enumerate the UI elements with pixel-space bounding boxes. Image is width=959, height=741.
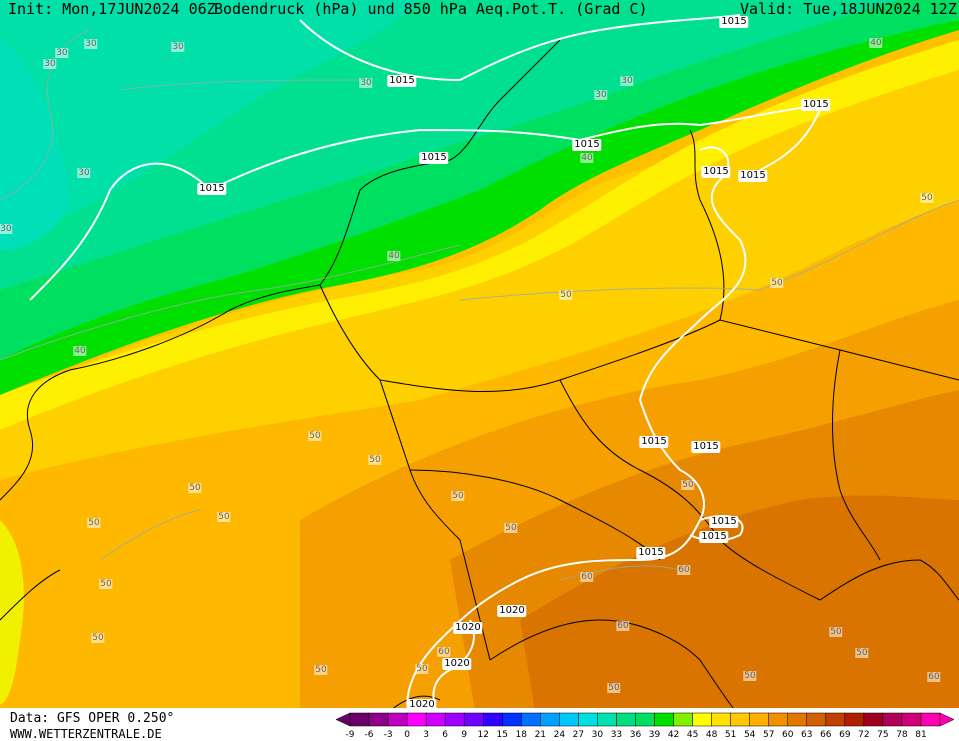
isobar-label: 1015 [699, 531, 729, 543]
colorbar-tick-label: -6 [364, 730, 374, 740]
init-time: Init: Mon,17JUN2024 06Z [8, 0, 216, 18]
valid-time: Valid: Tue,18JUN2024 12Z [740, 0, 957, 18]
isobar-label: 1015 [636, 547, 666, 559]
theta-label: 30 [594, 90, 608, 100]
isobar-label: 1015 [719, 16, 749, 28]
theta-label: 50 [308, 431, 322, 441]
theta-field-45 [0, 40, 959, 430]
map-title: Bodendruck (hPa) und 850 hPa Aeq.Pot.T. … [214, 0, 648, 18]
theta-label: 50 [681, 480, 695, 490]
theta-field-33 [0, 0, 420, 245]
colorbar-tick-label: 15 [496, 730, 508, 740]
isobar-label: 1015 [387, 75, 417, 87]
theta-label: 40 [869, 38, 883, 48]
theta-field-60b [520, 495, 959, 741]
theta-label: 40 [580, 153, 594, 163]
theta-label: 60 [677, 565, 691, 575]
theta-label: 50 [87, 518, 101, 528]
theta-isolines [0, 29, 959, 581]
isobar-label: 1015 [701, 166, 731, 178]
isobar-label: 1015 [197, 183, 227, 195]
isobar-label: 1015 [572, 139, 602, 151]
theta-label: 50 [920, 193, 934, 203]
theta-label: 50 [607, 683, 621, 693]
data-source: Data: GFS OPER 0.250° [10, 711, 175, 726]
colorbar-tick-label: 21 [534, 730, 547, 740]
theta-label: 50 [855, 648, 869, 658]
colorbar-tick-label: 60 [782, 730, 794, 740]
colorbar-tick-label: 75 [877, 730, 889, 740]
isobar-label: 1015 [691, 441, 721, 453]
theta-label: 50 [368, 455, 382, 465]
isobar-label: 1015 [709, 516, 739, 528]
theta-label: 60 [927, 672, 941, 682]
theta-label: 30 [55, 48, 69, 58]
colorbar-tick-label: 42 [667, 730, 680, 740]
colorbar-tick-label: 69 [839, 730, 851, 740]
theta-label: 50 [829, 627, 843, 637]
colorbar-tick-label: 27 [572, 730, 585, 740]
colorbar-tick-label: 63 [801, 730, 813, 740]
theta-label: 50 [91, 633, 105, 643]
colorbar-tick-label: 6 [442, 730, 449, 740]
colorbar-tick-label: 36 [629, 730, 642, 740]
colorbar-tick-label: 78 [896, 730, 908, 740]
theta-label: 50 [188, 483, 202, 493]
theta-label: 40 [387, 251, 401, 261]
colorbar-tick-label: 66 [820, 730, 832, 740]
colorbar-tick-label: 30 [591, 730, 604, 740]
isobar-label: 1015 [801, 99, 831, 111]
theta-label: 30 [0, 224, 13, 234]
colorbar-tick-label: 24 [553, 730, 566, 740]
colorbar-tick-label: 54 [743, 730, 756, 740]
theta-label: 50 [451, 491, 465, 501]
isobar-label: 1015 [639, 436, 669, 448]
theta-label: 40 [73, 346, 87, 356]
theta-label: 50 [314, 665, 328, 675]
colorbar-tick-label: 45 [686, 730, 699, 740]
website: WWW.WETTERZENTRALE.DE [10, 727, 162, 741]
theta-label: 50 [217, 512, 231, 522]
isobar-label: 1015 [738, 170, 768, 182]
colorbar-tick-label: 18 [515, 730, 528, 740]
isobar-label: 1020 [453, 622, 483, 634]
colorbar-tick-label: 33 [610, 730, 623, 740]
theta-label: 50 [504, 523, 518, 533]
colorbar-tick-label: 48 [705, 730, 718, 740]
theta-label: 50 [99, 579, 113, 589]
theta-label: 60 [616, 621, 630, 631]
colorbar-tick-label: -9 [345, 730, 355, 740]
isobar-label: 1020 [442, 658, 472, 670]
colorbar-tick-label: 81 [915, 730, 927, 740]
theta-label: 30 [84, 39, 98, 49]
colorbar-tick-label: 57 [762, 730, 775, 740]
theta-label: 60 [437, 647, 451, 657]
theta-label: 30 [620, 76, 634, 86]
theta-label: 50 [415, 664, 429, 674]
theta-label: 30 [359, 78, 373, 88]
theta-label: 50 [743, 671, 757, 681]
isobar-label: 1020 [497, 605, 527, 617]
colorbar-tick-label: 9 [461, 730, 468, 740]
theta-label: 50 [559, 290, 573, 300]
theta-field-45-west [0, 520, 24, 705]
theta-label: 30 [77, 168, 91, 178]
theta-label: 30 [43, 59, 57, 69]
theta-field-30 [0, 40, 70, 250]
isobar-label: 1015 [419, 152, 449, 164]
borders [0, 39, 959, 741]
colorbar-tick-label: 51 [724, 730, 737, 740]
colorbar-tick-label: 3 [423, 730, 429, 740]
colorbar-tick-label: 0 [404, 730, 410, 740]
colorbar-tick-label: 39 [648, 730, 661, 740]
theta-label: 60 [580, 572, 594, 582]
theta-label: 50 [770, 278, 784, 288]
colorbar-tick-label: -3 [383, 730, 393, 740]
theta-label: 30 [171, 42, 185, 52]
colorbar-tick-label: 72 [858, 730, 870, 740]
colorbar-tick-label: 12 [477, 730, 489, 740]
